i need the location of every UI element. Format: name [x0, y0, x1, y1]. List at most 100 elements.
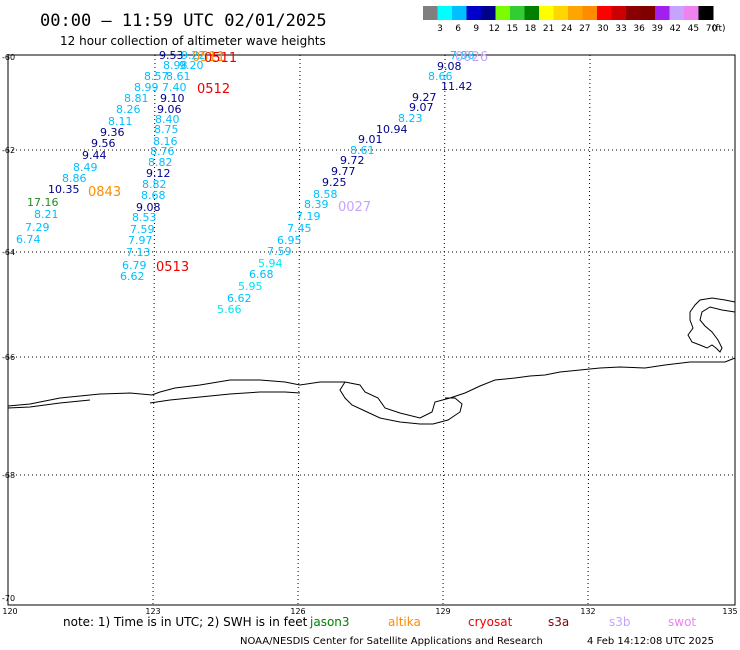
- scale-swatch: [597, 6, 612, 20]
- wave-height-point: 10.94: [376, 123, 408, 136]
- footer-note: note: 1) Time is in UTC; 2) SWH is in fe…: [63, 615, 308, 629]
- wave-height-point: 8.11: [108, 115, 133, 128]
- mission-altika-label: altika: [388, 615, 421, 629]
- scale-swatch: [437, 6, 453, 20]
- wave-height-point: 8.53: [132, 211, 157, 224]
- pass-time-label: 0513: [156, 260, 189, 275]
- credit-line: NOAA/NESDIS Center for Satellite Applica…: [240, 636, 543, 647]
- wave-height-point: 7.97: [128, 234, 153, 247]
- pass-time-label: 0511: [192, 50, 225, 65]
- scale-tick-label: 70: [706, 24, 718, 34]
- scale-swatch: [611, 6, 627, 20]
- scale-swatch: [626, 6, 641, 20]
- scale-swatch: [495, 6, 511, 20]
- wave-height-point: 8.98: [163, 59, 188, 72]
- wave-height-point: 9.22: [181, 49, 206, 62]
- wave-height-point: 8.58: [313, 188, 338, 201]
- wave-height-point: 7.88: [450, 49, 475, 62]
- generated-timestamp: 4 Feb 14:12:08 UTC 2025: [587, 636, 714, 647]
- scale-tick-label: 9: [473, 24, 479, 34]
- wave-height-point: 9.12: [146, 167, 171, 180]
- scale-swatch: [466, 6, 482, 20]
- scale-tick-label: 18: [525, 24, 537, 34]
- mission-cryosat-label: cryosat: [468, 615, 513, 629]
- wave-height-point: 9.20: [179, 59, 204, 72]
- scale-swatch: [539, 6, 554, 20]
- wave-height-point: 6.79: [122, 259, 147, 272]
- lon-label: 123: [145, 607, 160, 616]
- wave-height-point: 8.16: [153, 135, 178, 148]
- wave-height-point: 6.62: [120, 270, 145, 283]
- lat-label: -64: [2, 248, 15, 257]
- pass-time-labels: 0843 0511 0511 0512 0513 0027 0026: [88, 50, 488, 275]
- scale-tick-label: 33: [615, 24, 626, 34]
- wave-height-point: 5.94: [258, 257, 283, 270]
- wave-height-point: 5.95: [238, 280, 263, 293]
- wave-height-point: 7.45: [287, 222, 312, 235]
- wave-height-point: 9.01: [358, 133, 383, 146]
- wave-height-point: 10.35: [48, 183, 80, 196]
- scale-swatch: [640, 6, 656, 20]
- wave-height-point: 7.59: [130, 223, 155, 236]
- lon-label: 120: [2, 607, 17, 616]
- wave-height-point: 8.57: [144, 70, 169, 83]
- scale-tick-label: 12: [489, 24, 500, 34]
- mission-swot-label: swot: [668, 615, 696, 629]
- wave-height-point: 8.21: [34, 208, 59, 221]
- lon-label: 135: [722, 607, 737, 616]
- wave-height-point: 8.99: [134, 81, 159, 94]
- coastline: [7, 297, 736, 425]
- scale-swatch: [684, 6, 699, 20]
- wave-height-point: 8.82: [148, 156, 173, 169]
- mission-s3a-label: s3a: [548, 615, 569, 629]
- scale-swatch: [655, 6, 670, 20]
- wave-height-point: 17.16: [27, 196, 59, 209]
- wave-height-point: 9.44: [82, 149, 107, 162]
- lon-label: 132: [580, 607, 595, 616]
- wave-height-point: 9.53: [159, 49, 184, 62]
- lat-label: -66: [2, 353, 15, 362]
- wave-height-point: 8.66: [428, 70, 453, 83]
- wave-height-point: 8.61: [350, 144, 375, 157]
- wave-height-point: 8.75: [154, 123, 179, 136]
- lat-label: -60: [2, 53, 15, 62]
- wave-height-point: 8.40: [155, 113, 180, 126]
- wave-height-point: 8.26: [116, 103, 141, 116]
- mission-jason3-label: jason3: [309, 615, 350, 629]
- wave-height-point: 9.56: [91, 137, 116, 150]
- scale-tick-label: 24: [561, 24, 573, 34]
- wave-height-point: 8.49: [73, 161, 98, 174]
- scale-swatch: [510, 6, 525, 20]
- scale-unit: (ft): [712, 24, 726, 34]
- wave-height-point: 9.08: [437, 60, 462, 73]
- wave-height-point: 7.59: [267, 245, 292, 258]
- wave-height-point: 6.95: [277, 234, 302, 247]
- wave-height-point: 9.36: [100, 126, 125, 139]
- scale-swatch: [423, 6, 438, 20]
- scale-tick-label: 45: [688, 24, 699, 34]
- wave-height-point: 7.40: [162, 81, 187, 94]
- wave-height-point: 9.06: [157, 103, 182, 116]
- wave-height-point: 8.39: [304, 198, 329, 211]
- wave-height-point: 7.13: [126, 246, 151, 259]
- scale-tick-label: 21: [543, 24, 554, 34]
- longitude-labels: 120 123 126 129 132 135: [2, 607, 737, 616]
- wave-height-point: 8.61: [166, 70, 191, 83]
- wave-height-point: 7.19: [296, 210, 321, 223]
- wave-height-point: 8.68: [141, 189, 166, 202]
- map-title: 00:00 – 11:59 UTC 02/01/2025: [40, 11, 327, 31]
- scale-swatch: [452, 6, 467, 20]
- scale-swatch: [698, 6, 714, 20]
- lat-label: -68: [2, 471, 15, 480]
- scale-tick-label: 30: [597, 24, 609, 34]
- wave-height-point: 6.68: [249, 268, 274, 281]
- scale-tick-label: 15: [507, 24, 518, 34]
- scale-tick-label: 39: [651, 24, 663, 34]
- mission-legend: jason3 altika cryosat s3a s3b swot: [309, 615, 696, 629]
- mission-s3b-label: s3b: [609, 615, 631, 629]
- map-subtitle: 12 hour collection of altimeter wave hei…: [60, 34, 326, 48]
- scale-tick-label: 27: [579, 24, 590, 34]
- wave-height-point: 9.08: [136, 201, 161, 214]
- wave-height-point: 8.76: [150, 145, 175, 158]
